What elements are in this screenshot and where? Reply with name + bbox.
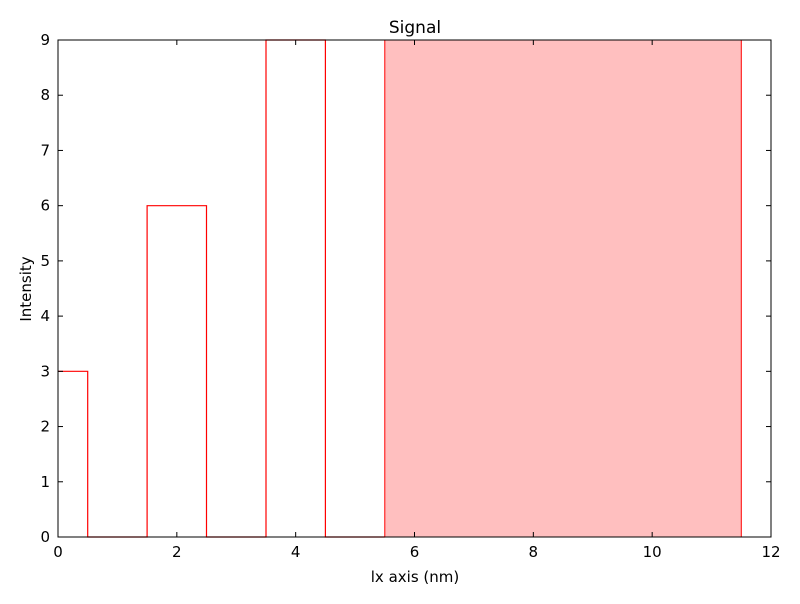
y-tick-label: 5	[40, 252, 50, 270]
x-tick-label: 2	[172, 543, 182, 561]
y-tick-label: 7	[40, 141, 50, 159]
y-tick-label: 4	[40, 307, 50, 325]
x-tick-label: 4	[291, 543, 301, 561]
x-tick-label: 6	[410, 543, 420, 561]
y-tick-label: 3	[40, 362, 50, 380]
y-tick-label: 1	[40, 473, 50, 491]
shaded-region	[384, 39, 742, 538]
x-axis-label: lx axis (nm)	[371, 568, 459, 586]
plot-area	[58, 39, 742, 538]
x-tick-label: 0	[53, 543, 63, 561]
x-tick-label: 10	[643, 543, 662, 561]
series-line-0	[58, 39, 385, 538]
y-tick-label: 2	[40, 418, 50, 436]
y-axis-label: Intensity	[17, 256, 35, 321]
y-tick-label: 0	[40, 528, 50, 546]
x-tick-label: 12	[761, 543, 780, 561]
y-tick-label: 6	[40, 197, 50, 215]
y-tick-label: 9	[40, 31, 50, 49]
y-tick-label: 8	[40, 86, 50, 104]
chart-title: Signal	[389, 18, 441, 38]
x-tick-label: 8	[529, 543, 539, 561]
